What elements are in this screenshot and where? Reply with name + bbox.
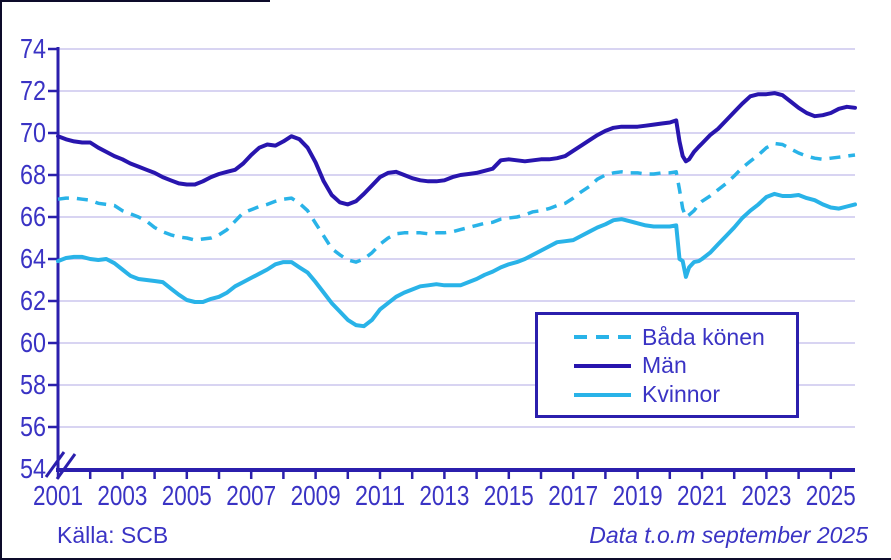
x-tick-label: 2005 <box>162 480 212 511</box>
y-tick-label: 64 <box>20 243 46 274</box>
x-tick-label: 2011 <box>355 480 405 511</box>
series-man-line <box>56 91 857 207</box>
legend-box: Båda könen Män Kvinnor <box>535 312 799 418</box>
solid-navy-line-swatch-icon <box>574 363 631 368</box>
axis-break-icon <box>55 453 77 480</box>
x-tick-label: 2015 <box>484 480 534 511</box>
axis-break-icon <box>44 451 66 478</box>
solid-cyan-line-swatch-icon <box>574 392 631 397</box>
legend-label-kvinnor: Kvinnor <box>642 381 720 408</box>
x-tick-label: 2025 <box>806 480 856 511</box>
series-kvinnor-line <box>56 191 857 329</box>
y-tick-label: 74 <box>20 33 46 64</box>
y-tick-label: 62 <box>20 285 46 316</box>
legend-item-man: Män <box>574 354 796 377</box>
y-tick-label: 60 <box>20 327 46 358</box>
x-tick-label: 2007 <box>226 480 276 511</box>
legend-label-man: Män <box>642 352 687 379</box>
y-tick-label: 70 <box>20 117 46 148</box>
frame-top-edge <box>2 0 270 2</box>
x-tick-label: 2009 <box>291 480 341 511</box>
legend-label-bada-konen: Båda könen <box>642 323 765 350</box>
x-tick-label: 2001 <box>33 480 83 511</box>
y-tick-label: 66 <box>20 201 46 232</box>
x-tick-label: 2019 <box>613 480 663 511</box>
y-tick-label: 56 <box>20 411 46 442</box>
y-tick-label: 54 <box>20 453 46 484</box>
dashed-line-swatch-icon <box>574 335 631 340</box>
data-period-note: Data t.o.m september 2025 <box>589 522 868 548</box>
series-bada-konen-line <box>57 141 856 264</box>
x-tick-label: 2013 <box>419 480 469 511</box>
source-label: Källa: SCB <box>57 522 169 548</box>
legend-item-kvinnor: Kvinnor <box>574 383 796 406</box>
legend-item-bada-konen: Båda könen <box>574 323 796 350</box>
x-tick-label: 2003 <box>97 480 147 511</box>
x-tick-label: 2017 <box>548 480 598 511</box>
x-tick-label: 2021 <box>677 480 727 511</box>
y-tick-label: 58 <box>20 369 46 400</box>
y-tick-label: 68 <box>20 159 46 190</box>
x-tick-label: 2023 <box>741 480 791 511</box>
y-tick-label: 72 <box>20 75 46 106</box>
